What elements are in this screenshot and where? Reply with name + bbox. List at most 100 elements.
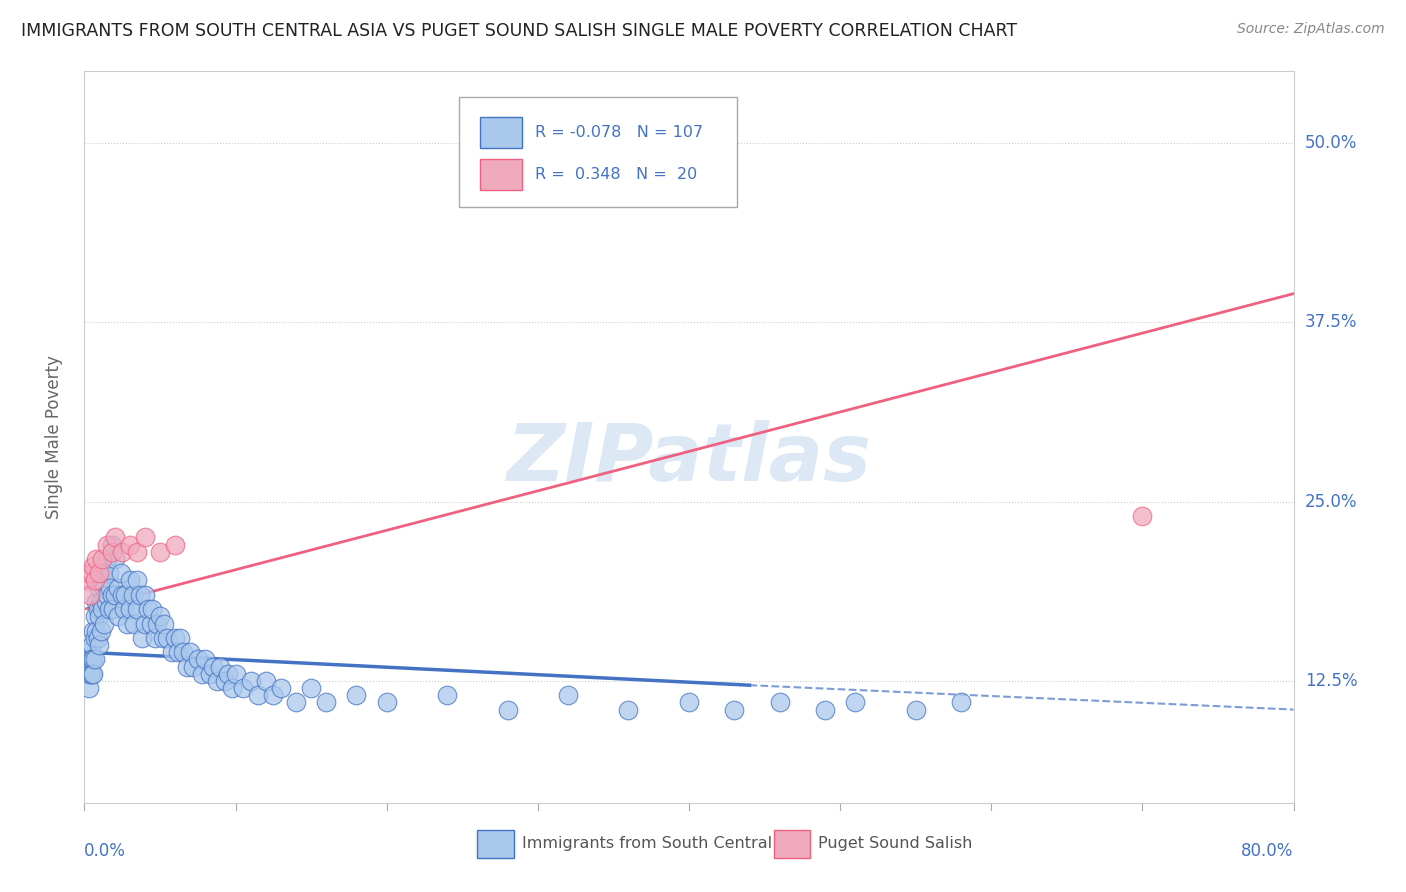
Text: 12.5%: 12.5% <box>1305 672 1357 690</box>
Point <box>285 695 308 709</box>
Point <box>225 666 247 681</box>
Point <box>77 645 100 659</box>
Point <box>118 602 141 616</box>
Text: R = -0.078   N = 107: R = -0.078 N = 107 <box>536 125 703 140</box>
Point <box>136 602 159 616</box>
FancyBboxPatch shape <box>460 97 737 207</box>
Text: Source: ZipAtlas.com: Source: ZipAtlas.com <box>1237 22 1385 37</box>
Point <box>633 136 655 150</box>
Point <box>98 581 121 595</box>
Point <box>904 702 927 716</box>
Text: Puget Sound Salish: Puget Sound Salish <box>818 837 973 851</box>
Point <box>76 666 98 681</box>
Point <box>179 645 201 659</box>
Text: ZIPatlas: ZIPatlas <box>506 420 872 498</box>
Point <box>93 581 115 595</box>
Point <box>76 574 98 588</box>
Point <box>950 695 973 709</box>
Point <box>496 702 519 716</box>
Point <box>104 531 127 545</box>
Point <box>814 702 837 716</box>
Point <box>181 659 204 673</box>
Point <box>114 588 136 602</box>
Point <box>97 566 120 581</box>
Point <box>247 688 270 702</box>
Point <box>165 538 187 552</box>
Text: R =  0.348   N =  20: R = 0.348 N = 20 <box>536 167 697 182</box>
Point <box>89 581 111 595</box>
Text: IMMIGRANTS FROM SOUTH CENTRAL ASIA VS PUGET SOUND SALISH SINGLE MALE POVERTY COR: IMMIGRANTS FROM SOUTH CENTRAL ASIA VS PU… <box>21 22 1017 40</box>
Point <box>90 624 112 638</box>
Point <box>436 688 458 702</box>
Point <box>82 624 104 638</box>
Point <box>270 681 292 695</box>
Point <box>80 652 103 666</box>
Point <box>107 581 129 595</box>
Point <box>232 681 254 695</box>
Point <box>129 588 152 602</box>
Point <box>79 666 101 681</box>
Point <box>156 631 179 645</box>
Point <box>77 566 100 581</box>
Point <box>89 566 111 581</box>
Point <box>134 588 156 602</box>
Text: 25.0%: 25.0% <box>1305 492 1357 510</box>
Point <box>100 545 122 559</box>
Point <box>201 659 224 673</box>
Point <box>96 538 118 552</box>
Point <box>80 666 103 681</box>
Point <box>187 652 209 666</box>
Point <box>97 602 120 616</box>
Point <box>82 666 104 681</box>
Point <box>104 588 127 602</box>
Point <box>346 688 368 702</box>
Point <box>89 638 111 652</box>
Point <box>77 681 100 695</box>
Point <box>134 616 156 631</box>
Point <box>146 616 169 631</box>
Point <box>91 602 114 616</box>
Point <box>198 666 221 681</box>
Point <box>96 552 118 566</box>
Point <box>557 688 579 702</box>
Point <box>91 566 114 581</box>
Point <box>100 538 122 552</box>
Point <box>110 566 132 581</box>
Point <box>127 545 149 559</box>
Text: Immigrants from South Central Asia: Immigrants from South Central Asia <box>522 837 811 851</box>
Point <box>169 631 191 645</box>
Point <box>79 588 101 602</box>
Text: 0.0%: 0.0% <box>84 842 127 860</box>
Point <box>678 695 700 709</box>
Point <box>217 666 239 681</box>
Point <box>127 574 149 588</box>
Point <box>165 631 187 645</box>
Point <box>131 631 153 645</box>
FancyBboxPatch shape <box>479 159 522 190</box>
Point <box>1130 508 1153 523</box>
Point <box>100 588 122 602</box>
Point <box>254 673 277 688</box>
Point <box>769 695 792 709</box>
Point <box>86 552 108 566</box>
Text: Single Male Poverty: Single Male Poverty <box>45 355 63 519</box>
Point <box>84 631 107 645</box>
Point <box>84 574 107 588</box>
Point <box>134 531 156 545</box>
Point <box>75 659 97 673</box>
Point <box>111 588 134 602</box>
Point <box>149 545 172 559</box>
Point <box>96 588 118 602</box>
Point <box>191 666 214 681</box>
Point <box>80 566 103 581</box>
Point <box>89 609 111 624</box>
Point <box>209 659 232 673</box>
Point <box>111 545 134 559</box>
Point <box>79 652 101 666</box>
Point <box>315 695 337 709</box>
Point <box>87 631 110 645</box>
Point <box>101 602 124 616</box>
Point <box>94 595 117 609</box>
Point <box>176 659 198 673</box>
Point <box>214 673 236 688</box>
